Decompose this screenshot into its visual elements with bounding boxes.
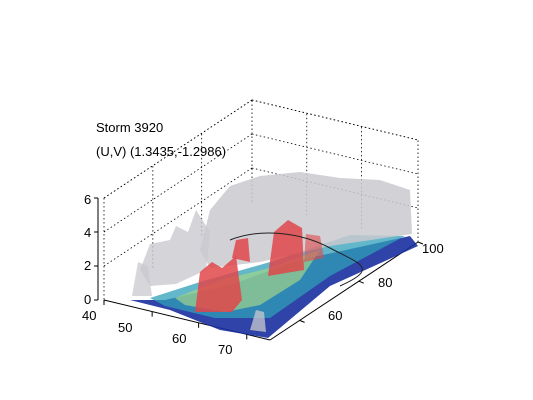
axis-ticks: 0 2 4 6 40 50 60 70 60 80 100	[82, 192, 444, 357]
grid-line	[251, 99, 419, 141]
y-tick-label: 60	[328, 308, 342, 323]
z-tick-label: 4	[84, 225, 91, 240]
x-tick-label: 40	[82, 308, 96, 323]
x-tick-label: 70	[218, 342, 232, 357]
grid-line	[251, 133, 419, 175]
uv-label: (U,V) (1.3435,-1.2986)	[96, 144, 227, 159]
y-tick	[358, 280, 364, 284]
z-tick-label: 2	[84, 258, 91, 273]
axes-box-grid	[94, 99, 424, 341]
grid-line	[103, 133, 253, 233]
storm-label: Storm 3920	[96, 120, 164, 135]
grid-line	[103, 99, 253, 199]
y-tick-label: 100	[422, 241, 444, 256]
surface-layer-grey	[132, 262, 152, 296]
x-tick-label: 50	[118, 320, 132, 335]
y-tick-label: 80	[378, 275, 392, 290]
surface-layer-grey	[250, 310, 266, 332]
y-axis-line	[269, 241, 419, 341]
z-tick-label: 0	[84, 292, 91, 307]
y-tick	[417, 241, 424, 245]
grid-line	[103, 167, 253, 267]
surface-layer-red	[304, 234, 324, 262]
surface-layer-grey	[140, 210, 210, 286]
surface-layer-red	[232, 238, 250, 262]
surface-layer-red	[195, 256, 242, 312]
y-tick	[299, 319, 305, 323]
surface-layers	[130, 172, 418, 338]
x-tick-label: 60	[172, 331, 186, 346]
surface-layer-red	[268, 220, 304, 276]
z-tick-label: 6	[84, 192, 91, 207]
storm-track-line	[229, 232, 363, 287]
surface-layer-grey	[200, 172, 412, 268]
